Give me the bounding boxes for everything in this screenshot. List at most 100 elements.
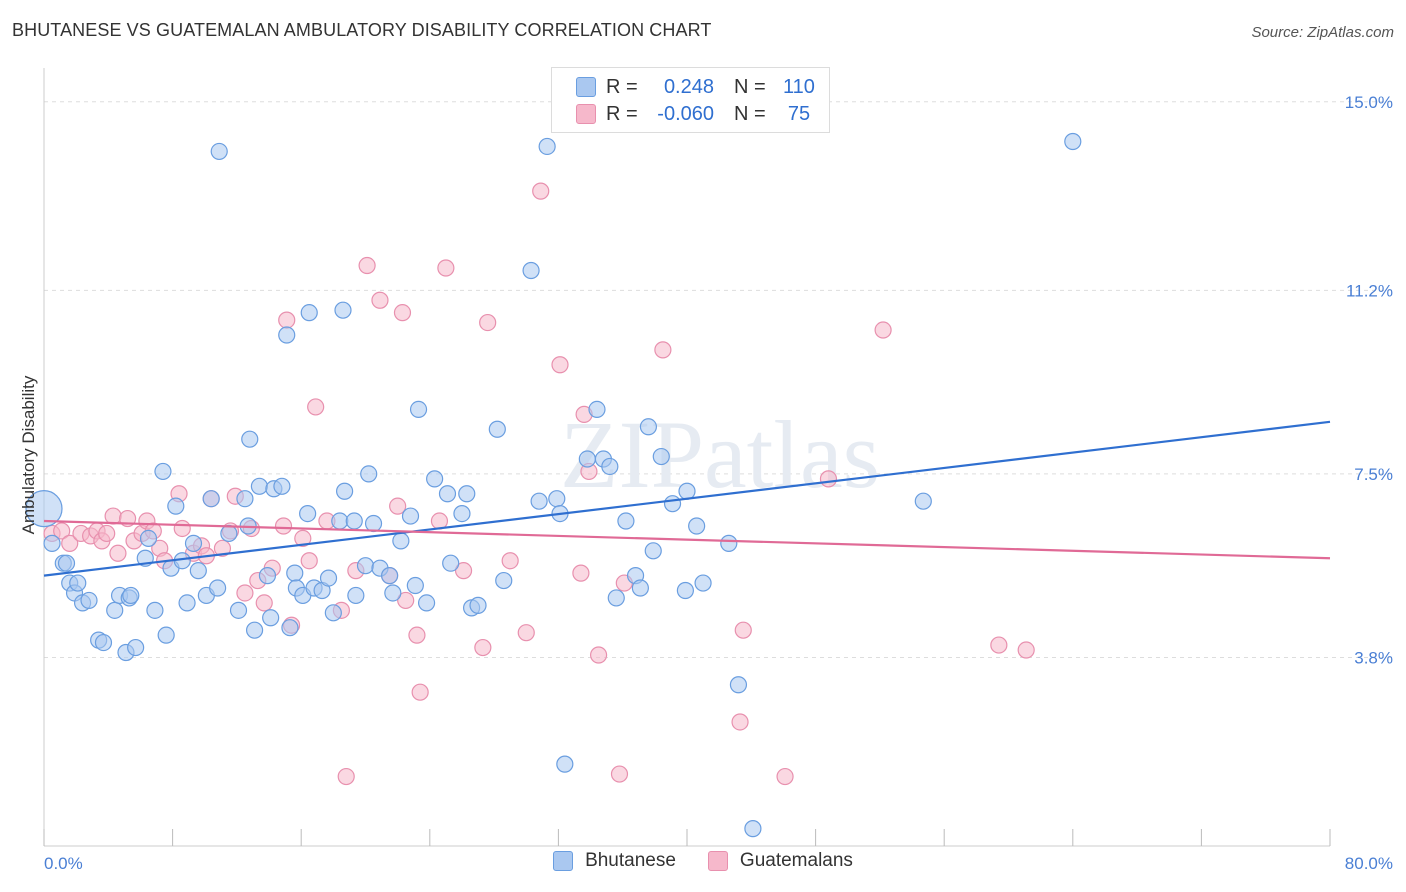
bhutanese-point bbox=[360, 465, 378, 483]
guatemalans-point bbox=[572, 564, 590, 582]
guatemalans-trend-line bbox=[43, 519, 1331, 560]
bhutanese-point bbox=[258, 567, 277, 585]
guatemalans-point bbox=[213, 539, 232, 557]
bhutanese-point bbox=[210, 142, 228, 161]
bhutanese-point bbox=[607, 589, 625, 607]
bhutanese-point bbox=[245, 621, 264, 639]
y-tick-labels: 3.8% 7.5% 11.2% 15.0% bbox=[1345, 93, 1393, 668]
bhutanese-point bbox=[286, 564, 304, 582]
legend-swatch-pink bbox=[576, 104, 596, 124]
trend-lines bbox=[43, 420, 1331, 577]
legend-swatch-blue bbox=[576, 77, 596, 97]
guatemalans-point bbox=[307, 398, 325, 416]
bhutanese-point bbox=[694, 574, 712, 592]
legend-label-guatemalans: Guatemalans bbox=[739, 850, 853, 871]
bhutanese-point bbox=[488, 420, 506, 438]
bhutanese-point bbox=[914, 492, 932, 510]
guatemalans-point bbox=[300, 552, 318, 570]
bhutanese-point bbox=[278, 326, 296, 344]
bhutanese-point bbox=[139, 529, 158, 548]
guatemalans-point bbox=[517, 624, 535, 642]
bhutanese-point bbox=[241, 430, 259, 448]
bhutanese-point bbox=[601, 457, 619, 476]
guatemalans-point bbox=[819, 470, 838, 488]
bhutanese-point bbox=[401, 507, 420, 525]
bhutanese-point bbox=[220, 524, 238, 543]
bhutanese-point bbox=[688, 517, 706, 535]
bhutanese-point bbox=[184, 534, 203, 552]
bhutanese-point bbox=[556, 755, 574, 773]
bhutanese-point bbox=[409, 400, 428, 419]
bhutanese-point bbox=[127, 638, 145, 657]
bhutanese-point bbox=[417, 594, 436, 612]
guatemalans-point bbox=[236, 584, 254, 602]
bhutanese-point bbox=[639, 418, 658, 436]
correlation-legend: R = 0.248 N = 110 R = -0.060 N = 75 bbox=[551, 67, 830, 133]
legend-n-value: 110 bbox=[783, 75, 815, 98]
series-bhutanese-points bbox=[25, 132, 1082, 838]
guatemalans-point bbox=[109, 544, 127, 562]
bhutanese-point bbox=[202, 490, 220, 508]
bhutanese-point bbox=[720, 534, 738, 552]
legend-n-value: 75 bbox=[787, 102, 811, 125]
bhutanese-point bbox=[538, 137, 556, 156]
guatemalans-point bbox=[1017, 641, 1035, 659]
bhutanese-point bbox=[324, 604, 342, 622]
bhutanese-point bbox=[530, 492, 548, 510]
bhutanese-point bbox=[106, 601, 124, 619]
guatemalans-point bbox=[393, 304, 412, 322]
y-tick-label: 3.8% bbox=[1354, 648, 1393, 667]
bhutanese-point bbox=[178, 594, 196, 612]
guatemalans-point bbox=[294, 529, 312, 548]
bhutanese-point bbox=[331, 512, 349, 530]
bhutanese-point bbox=[458, 485, 476, 503]
bhutanese-point bbox=[334, 301, 352, 319]
guatemalans-point bbox=[990, 636, 1008, 654]
x-tick-label: 80.0% bbox=[1345, 854, 1393, 873]
guatemalans-point bbox=[731, 713, 749, 731]
guatemalans-point bbox=[98, 524, 116, 543]
bhutanese-point bbox=[94, 633, 113, 652]
guatemalans-point bbox=[371, 291, 389, 309]
x-tick-label: 0.0% bbox=[44, 854, 83, 873]
bhutanese-point bbox=[167, 497, 185, 515]
guatemalans-point bbox=[654, 341, 672, 359]
bhutanese-point bbox=[384, 584, 402, 602]
bhutanese-trend-line bbox=[43, 420, 1331, 577]
bhutanese-point bbox=[392, 532, 410, 550]
bhutanese-point bbox=[57, 554, 76, 572]
bhutanese-point bbox=[336, 482, 354, 500]
legend-row-bhutanese: R = 0.248 N = 110 bbox=[576, 74, 824, 100]
y-tick-label: 7.5% bbox=[1354, 465, 1393, 484]
legend-r-label: R = bbox=[606, 102, 638, 125]
bhutanese-point bbox=[157, 626, 175, 644]
bhutanese-point bbox=[644, 542, 662, 560]
bhutanese-point bbox=[676, 581, 694, 600]
legend-r-value: 0.248 bbox=[663, 75, 714, 98]
bhutanese-point bbox=[319, 569, 338, 587]
source-label: Source: ZipAtlas.com bbox=[1251, 24, 1394, 41]
bhutanese-point bbox=[364, 514, 383, 533]
bhutanese-point bbox=[663, 495, 682, 513]
bhutanese-point bbox=[469, 596, 487, 614]
guatemalans-point bbox=[255, 594, 273, 612]
bhutanese-point bbox=[617, 512, 635, 530]
guatemalans-point bbox=[874, 321, 892, 339]
y-tick-label: 15.0% bbox=[1345, 93, 1393, 112]
guatemalans-point bbox=[454, 562, 473, 580]
bhutanese-point bbox=[522, 261, 540, 280]
bhutanese-point bbox=[236, 490, 254, 508]
guatemalans-point bbox=[337, 767, 355, 786]
legend-row-guatemalans: R = -0.060 N = 75 bbox=[576, 101, 824, 127]
bhutanese-point bbox=[189, 562, 207, 580]
y-tick-label: 11.2% bbox=[1346, 281, 1393, 300]
bhutanese-point bbox=[273, 477, 291, 495]
guatemalans-point bbox=[474, 638, 492, 657]
bhutanese-point bbox=[438, 485, 457, 503]
bhutanese-point bbox=[262, 609, 280, 627]
bhutanese-point bbox=[43, 534, 61, 552]
bhutanese-point bbox=[588, 400, 606, 419]
guatemalans-point bbox=[389, 497, 407, 515]
bhutanese-point bbox=[578, 450, 596, 468]
bhutanese-point bbox=[453, 504, 471, 523]
